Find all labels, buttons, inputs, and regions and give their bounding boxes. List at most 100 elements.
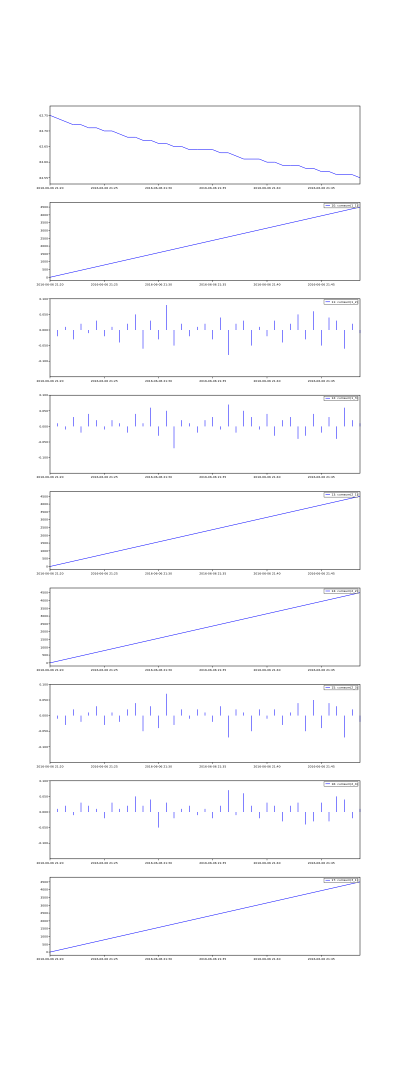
x-tick-label: 2016-06-06 21:40 bbox=[253, 764, 280, 768]
y-tick-label: 500 bbox=[42, 942, 48, 946]
x-tick-label: 2016-06-06 21:40 bbox=[253, 282, 280, 286]
x-tick-label: 2016-06-06 21:25 bbox=[91, 186, 118, 190]
y-tick-label: 1000 bbox=[40, 260, 48, 264]
y-tick-label: 2500 bbox=[40, 911, 48, 915]
x-tick-label: 2016-06-06 21:40 bbox=[253, 668, 280, 672]
legend-box bbox=[323, 492, 359, 498]
x-tick-label: 2016-06-06 21:35 bbox=[199, 957, 226, 961]
x-tick-label: 2016-06-06 21:20 bbox=[36, 957, 63, 961]
legend-box bbox=[323, 878, 359, 883]
y-tick-label: 2000 bbox=[40, 630, 48, 634]
chart: -0.100 -0.050 0.000 0.050 0.100 2016-06-06 21… bbox=[36, 779, 361, 865]
x-tick-label: 2016-06-06 21:25 bbox=[91, 668, 118, 672]
x-tick-label: 2016-06-06 21:45 bbox=[308, 379, 335, 383]
y-tick-label: 0.100 bbox=[39, 779, 48, 783]
y-tick-label: 4500 bbox=[40, 591, 48, 595]
x-tick-label: 2016-06-06 21:45 bbox=[308, 861, 335, 865]
plot-frame bbox=[49, 491, 361, 570]
y-tick-label: 2500 bbox=[40, 525, 48, 529]
y-tick-label: 1500 bbox=[40, 541, 48, 545]
x-tick-label: 2016-06-06 21:40 bbox=[253, 861, 280, 865]
y-tick-label: -0.050 bbox=[38, 344, 48, 348]
y-tick-label: 62.55 bbox=[39, 176, 48, 180]
chart: 62.55 62.60 62.65 62.70 62.75 2016-06-06 21:2… bbox=[36, 105, 361, 190]
x-tick-label: 2016-06-06 21:20 bbox=[36, 764, 63, 768]
y-tick-label: -0.100 bbox=[38, 456, 48, 460]
legend-box bbox=[323, 588, 359, 594]
x-tick-label: 2016-06-06 21:25 bbox=[91, 379, 118, 383]
legend-box bbox=[323, 685, 359, 691]
legend-label: 10: cumsum(1_1) bbox=[332, 203, 358, 207]
x-tick-label: 2016-06-06 21:20 bbox=[36, 282, 63, 286]
x-tick-label: 2016-06-06 21:45 bbox=[308, 186, 335, 190]
x-tick-label: 2016-06-06 21:45 bbox=[308, 957, 335, 961]
x-tick-label: 2016-06-06 21:35 bbox=[199, 861, 226, 865]
y-tick-label: 0.100 bbox=[39, 682, 48, 686]
x-tick-label: 2016-06-06 21:35 bbox=[199, 282, 226, 286]
x-tick-label: 2016-06-06 21:30 bbox=[145, 861, 172, 865]
y-tick-label: 4000 bbox=[40, 502, 48, 506]
y-tick-label: 62.60 bbox=[39, 160, 48, 164]
y-tick-label: 1500 bbox=[40, 927, 48, 931]
y-tick-label: -0.050 bbox=[38, 440, 48, 444]
x-tick-label: 2016-06-06 21:35 bbox=[199, 379, 226, 383]
x-tick-label: 2016-06-06 21:20 bbox=[36, 379, 63, 383]
y-tick-label: 2500 bbox=[40, 236, 48, 240]
x-tick-label: 2016-06-06 21:45 bbox=[308, 572, 335, 576]
y-tick-label: 1500 bbox=[40, 252, 48, 256]
y-tick-label: 3000 bbox=[40, 614, 48, 618]
x-tick-label: 2016-06-06 21:40 bbox=[253, 186, 280, 190]
x-tick-label: 2016-06-06 21:30 bbox=[145, 572, 172, 576]
y-tick-label: 4500 bbox=[40, 205, 48, 209]
y-tick-label: 2000 bbox=[40, 919, 48, 923]
y-tick-label: 2500 bbox=[40, 622, 48, 626]
x-tick-label: 2016-06-06 21:25 bbox=[91, 764, 118, 768]
chart: 0 500 1000 1500 2000 2500 3000 3500 4000 4500 2016… bbox=[36, 202, 361, 286]
plot-frame bbox=[49, 202, 361, 281]
y-tick-label: 62.75 bbox=[39, 113, 48, 117]
x-tick-label: 2016-06-06 21:45 bbox=[308, 764, 335, 768]
y-tick-label: 500 bbox=[42, 557, 48, 561]
x-tick-label: 2016-06-06 21:40 bbox=[253, 572, 280, 576]
x-tick-label: 2016-06-06 21:35 bbox=[199, 475, 226, 479]
plot-frame bbox=[49, 876, 361, 956]
x-tick-label: 2016-06-06 21:45 bbox=[308, 282, 335, 286]
y-tick-label: 3500 bbox=[40, 895, 48, 899]
x-tick-label: 2016-06-06 21:30 bbox=[145, 764, 172, 768]
x-tick-label: 2016-06-06 21:35 bbox=[199, 668, 226, 672]
legend-label: 16: cumsum(2_4) bbox=[332, 782, 358, 786]
x-tick-label: 2016-06-06 21:45 bbox=[308, 475, 335, 479]
y-tick-label: -0.100 bbox=[38, 745, 48, 749]
y-tick-label: 500 bbox=[42, 267, 48, 271]
chart: 0 500 1000 1500 2000 2500 3000 3500 4000 4500 2016… bbox=[36, 587, 361, 672]
x-tick-label: 2016-06-06 21:20 bbox=[36, 186, 63, 190]
x-tick-label: 2016-06-06 21:20 bbox=[36, 861, 63, 865]
x-tick-label: 2016-06-06 21:40 bbox=[253, 957, 280, 961]
legend-label: 13: cumsum(2_1) bbox=[332, 493, 358, 497]
y-tick-label: -0.050 bbox=[38, 729, 48, 733]
chart: 0 500 1000 1500 2000 2500 3000 3500 4000 4500 2016… bbox=[36, 876, 361, 961]
y-tick-label: 0 bbox=[46, 950, 48, 954]
legend-label: 17: cumsum(3_1) bbox=[332, 878, 358, 882]
plot-frame bbox=[49, 298, 361, 378]
y-tick-label: 62.65 bbox=[39, 145, 48, 149]
line bbox=[49, 592, 361, 664]
plot-frame bbox=[49, 780, 361, 860]
x-tick-label: 2016-06-06 21:30 bbox=[145, 379, 172, 383]
y-tick-label: 0.000 bbox=[39, 328, 48, 332]
x-tick-label: 2016-06-06 21:25 bbox=[91, 572, 118, 576]
plot-frame bbox=[49, 587, 361, 667]
x-tick-label: 2016-06-06 21:35 bbox=[199, 764, 226, 768]
y-tick-label: 4000 bbox=[40, 888, 48, 892]
y-tick-label: 0 bbox=[46, 275, 48, 279]
x-tick-label: 2016-06-06 21:35 bbox=[199, 572, 226, 576]
y-tick-label: 3500 bbox=[40, 221, 48, 225]
chart: 0 500 1000 1500 2000 2500 3000 3500 4000 4500 2016… bbox=[36, 491, 361, 576]
x-tick-label: 2016-06-06 21:40 bbox=[253, 379, 280, 383]
x-tick-label: 2016-06-06 21:25 bbox=[91, 475, 118, 479]
x-tick-label: 2016-06-06 21:20 bbox=[36, 572, 63, 576]
y-tick-label: 62.70 bbox=[39, 129, 48, 133]
line bbox=[49, 206, 361, 278]
